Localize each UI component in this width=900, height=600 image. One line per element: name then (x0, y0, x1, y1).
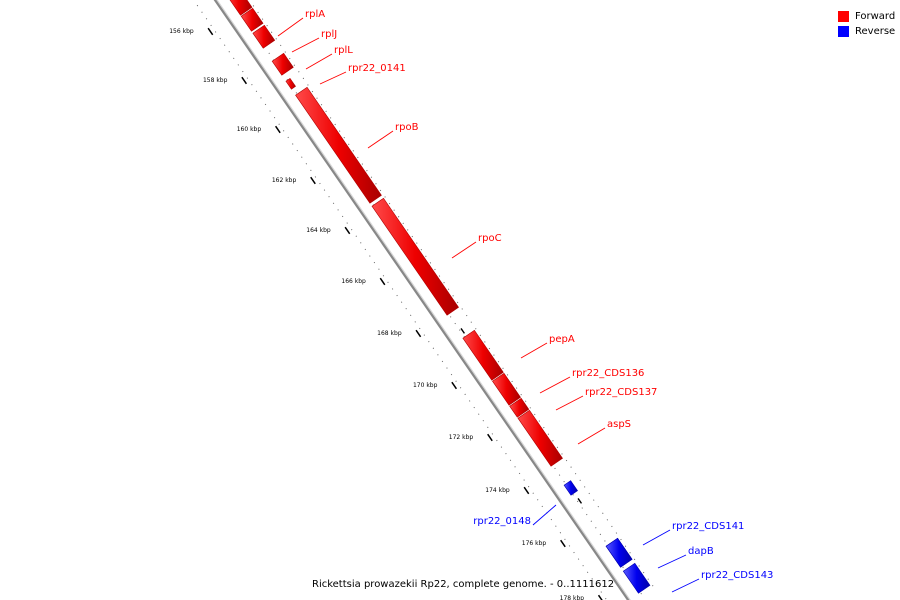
gene-block-rpr22_0148[interactable] (563, 480, 578, 496)
gene-block-rpr22_CDS137[interactable] (509, 397, 530, 418)
leader-line-rpoB (367, 130, 394, 149)
gene-block-dapB[interactable] (605, 537, 633, 568)
guide-line-0 (196, 4, 608, 600)
gene-label-rpoB[interactable]: rpoB (395, 122, 419, 133)
ruler-tick (241, 76, 248, 85)
gene-label-dapB[interactable]: dapB (688, 546, 714, 557)
tick-label: 160 kbp (237, 126, 262, 133)
forward-swatch (838, 11, 849, 22)
tick-label: 168 kbp (377, 330, 402, 337)
gene-block-pepA[interactable] (462, 329, 504, 381)
legend-label-reverse: Reverse (855, 26, 896, 37)
leader-line-rpr22_0148 (532, 504, 557, 526)
backbone-highlight (216, 0, 631, 600)
genome-caption: Rickettsia prowazekii Rp22, complete gen… (312, 579, 615, 590)
tick-label: 166 kbp (341, 278, 366, 285)
gene-block-small-feature[interactable] (285, 77, 296, 90)
ruler-tick (523, 486, 530, 495)
gene-label-rpr22_CDS141[interactable]: rpr22_CDS141 (672, 521, 744, 532)
gene-block-rpr22_CDS136[interactable] (492, 372, 521, 406)
gene-block-rplL[interactable] (252, 24, 276, 49)
gene-label-rplA[interactable]: rplA (305, 9, 325, 20)
guide-line-1 (231, 0, 644, 598)
ruler-tick (560, 539, 566, 548)
minor-tick (460, 328, 465, 334)
ruler-tick (310, 176, 316, 185)
gene-features (225, 0, 651, 594)
leader-line-dapB (657, 554, 687, 569)
tick-label: 172 kbp (449, 434, 474, 441)
legend-label-forward: Forward (855, 11, 896, 22)
gene-block-rpr22_CDS143[interactable] (622, 562, 651, 594)
gene-label-rpr22_CDS136[interactable]: rpr22_CDS136 (572, 368, 644, 379)
ruler-tick (415, 329, 422, 338)
gene-label-rpr22_0148[interactable]: rpr22_0148 (473, 516, 531, 527)
tick-label: 170 kbp (413, 382, 438, 389)
ruler-tick (487, 433, 493, 442)
ruler-tick (344, 226, 351, 235)
leader-line-rpr22_CDS143 (671, 578, 700, 593)
legend-item-forward: Forward (838, 9, 895, 24)
gene-block-rpoC[interactable] (371, 197, 459, 316)
leader-line-rpoC (451, 241, 477, 259)
leader-line-rplL (305, 53, 333, 70)
ruler-tick (451, 381, 458, 390)
ruler-ticks: 156 kbp 158 kbp 160 kbp 162 kbp 164 kbp 166 k… (169, 27, 603, 600)
gene-block-rpoB[interactable] (295, 86, 382, 204)
tick-label: 164 kbp (306, 227, 331, 234)
tick-label: 174 kbp (485, 487, 510, 494)
tick-label: 156 kbp (169, 28, 194, 35)
gene-labels: rplA rplJ rplL rpr22_0141 rpoB rpoC pepA rpr22_… (277, 9, 773, 593)
gene-label-rplJ[interactable]: rplJ (321, 29, 337, 40)
gene-block-rplA[interactable] (225, 0, 253, 16)
gene-label-rpr22_CDS143[interactable]: rpr22_CDS143 (701, 570, 773, 581)
gene-label-aspS[interactable]: aspS (607, 419, 631, 430)
backbone-line (213, 0, 631, 600)
tick-label: 158 kbp (203, 77, 228, 84)
gene-block-aspS[interactable] (517, 409, 563, 467)
leader-line-rplJ (291, 37, 320, 53)
dotted-guide-lines (196, 0, 656, 600)
tick-label: 162 kbp (272, 177, 297, 184)
gene-block-rplJ[interactable] (240, 7, 264, 32)
ruler-tick (274, 125, 281, 134)
strand-legend: Forward Reverse (838, 9, 895, 39)
ruler-tick (597, 594, 603, 600)
leader-line-rpr22_0141 (319, 71, 347, 85)
reverse-swatch (838, 26, 849, 37)
gene-block-rpr22_0141[interactable] (271, 52, 294, 76)
leader-line-aspS (577, 427, 606, 445)
leader-line-rpr22_CDS137 (555, 395, 584, 411)
gene-label-rplL[interactable]: rplL (334, 45, 353, 56)
tick-label: 178 kbp (560, 595, 585, 600)
gene-label-rpr22_0141[interactable]: rpr22_0141 (348, 63, 406, 74)
tick-label: 176 kbp (522, 540, 547, 547)
minor-tick (577, 498, 583, 504)
leader-line-rpr22_CDS136 (539, 376, 571, 394)
leader-line-pepA (520, 342, 548, 359)
gene-label-pepA[interactable]: pepA (549, 334, 575, 345)
genome-backbone (213, 0, 631, 600)
ruler-tick (207, 27, 214, 36)
gene-label-rpoC[interactable]: rpoC (478, 233, 502, 244)
leader-line-rplA (277, 17, 304, 37)
legend-item-reverse: Reverse (838, 24, 895, 39)
gene-label-rpr22_CDS137[interactable]: rpr22_CDS137 (585, 387, 657, 398)
leader-line-rpr22_CDS141 (642, 529, 671, 546)
ruler-tick (379, 277, 386, 286)
